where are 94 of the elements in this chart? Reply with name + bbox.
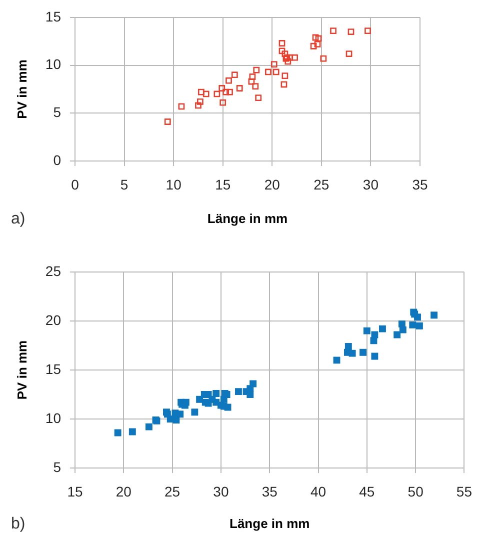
- y-tick-label: 20: [45, 312, 62, 328]
- point: [370, 337, 378, 344]
- point: [218, 85, 226, 92]
- y-axis-title: PV in mm: [14, 60, 30, 119]
- point: [278, 40, 286, 46]
- x-tick-label: 30: [362, 176, 379, 192]
- point: [248, 78, 255, 85]
- point: [284, 58, 292, 65]
- y-tick-label: 15: [45, 360, 62, 377]
- point: [172, 416, 180, 424]
- point: [145, 423, 152, 430]
- point: [430, 312, 438, 319]
- point: [265, 68, 272, 76]
- x-tick-label: 5: [120, 176, 128, 192]
- point: [416, 322, 423, 330]
- point: [371, 352, 378, 360]
- x-axis-title: Länge in mm: [230, 516, 310, 531]
- point: [226, 77, 232, 84]
- y-tick-label: 15: [45, 8, 62, 24]
- point: [164, 118, 171, 125]
- point: [196, 98, 204, 105]
- point: [212, 390, 220, 397]
- point: [363, 327, 370, 334]
- point: [249, 74, 256, 80]
- x-tick-label: 40: [310, 483, 326, 500]
- point: [292, 54, 298, 61]
- point: [282, 72, 288, 79]
- point: [114, 429, 122, 436]
- point: [280, 81, 288, 88]
- point: [231, 72, 238, 78]
- point: [214, 90, 220, 98]
- text: a): [11, 210, 26, 228]
- y-tick-label: 10: [45, 56, 62, 72]
- x-tick-label: 30: [213, 483, 229, 500]
- x-tick-label: 35: [262, 483, 278, 500]
- point: [333, 356, 340, 364]
- x-tick-label: 15: [67, 483, 83, 500]
- point: [226, 88, 233, 96]
- point: [399, 326, 406, 334]
- point: [253, 66, 260, 74]
- point: [252, 83, 259, 90]
- point: [344, 343, 352, 350]
- y-tick-label: 0: [53, 152, 62, 168]
- x-tick-label: 50: [408, 483, 424, 500]
- point: [348, 350, 356, 357]
- x-tick-label: 25: [164, 483, 180, 500]
- point: [250, 380, 257, 388]
- point: [364, 28, 371, 34]
- x-tick-label: 35: [412, 176, 428, 192]
- x-tick-label: 45: [359, 483, 375, 500]
- point: [220, 99, 226, 106]
- point: [379, 325, 386, 332]
- point: [394, 331, 401, 338]
- point: [312, 34, 319, 41]
- x-tick-label: 55: [456, 483, 472, 500]
- point: [270, 61, 278, 68]
- point: [198, 88, 204, 96]
- point: [348, 28, 354, 35]
- point: [346, 50, 352, 57]
- y-tick-label: 10: [45, 410, 62, 426]
- point: [330, 28, 336, 34]
- y-tick-label: 5: [53, 458, 62, 475]
- point: [282, 50, 288, 57]
- point: [222, 88, 230, 96]
- point: [182, 398, 190, 406]
- point: [315, 35, 322, 42]
- point: [202, 90, 210, 98]
- point: [255, 94, 262, 102]
- y-tick-label: 25: [45, 262, 62, 279]
- x-tick-label: 25: [314, 176, 330, 192]
- x-tick-label: 0: [71, 176, 80, 192]
- point: [128, 428, 136, 436]
- y-axis-title: PV in mm: [14, 340, 30, 400]
- point: [320, 55, 327, 62]
- point: [310, 42, 317, 50]
- point: [195, 102, 202, 109]
- x-tick-label: 10: [166, 176, 182, 192]
- point: [235, 388, 242, 396]
- point: [414, 314, 421, 321]
- text: b): [11, 515, 26, 532]
- x-tick-label: 15: [215, 176, 231, 192]
- x-tick-label: 20: [264, 176, 280, 192]
- point: [191, 408, 198, 416]
- point: [398, 320, 406, 328]
- point: [178, 103, 185, 110]
- point: [314, 41, 321, 48]
- point: [360, 348, 366, 356]
- point: [278, 48, 286, 54]
- x-axis-title: Länge in mm: [207, 210, 288, 226]
- point: [272, 68, 280, 76]
- y-tick-label: 5: [53, 104, 62, 120]
- x-tick-label: 20: [116, 483, 132, 500]
- point: [236, 85, 243, 92]
- point: [409, 321, 416, 328]
